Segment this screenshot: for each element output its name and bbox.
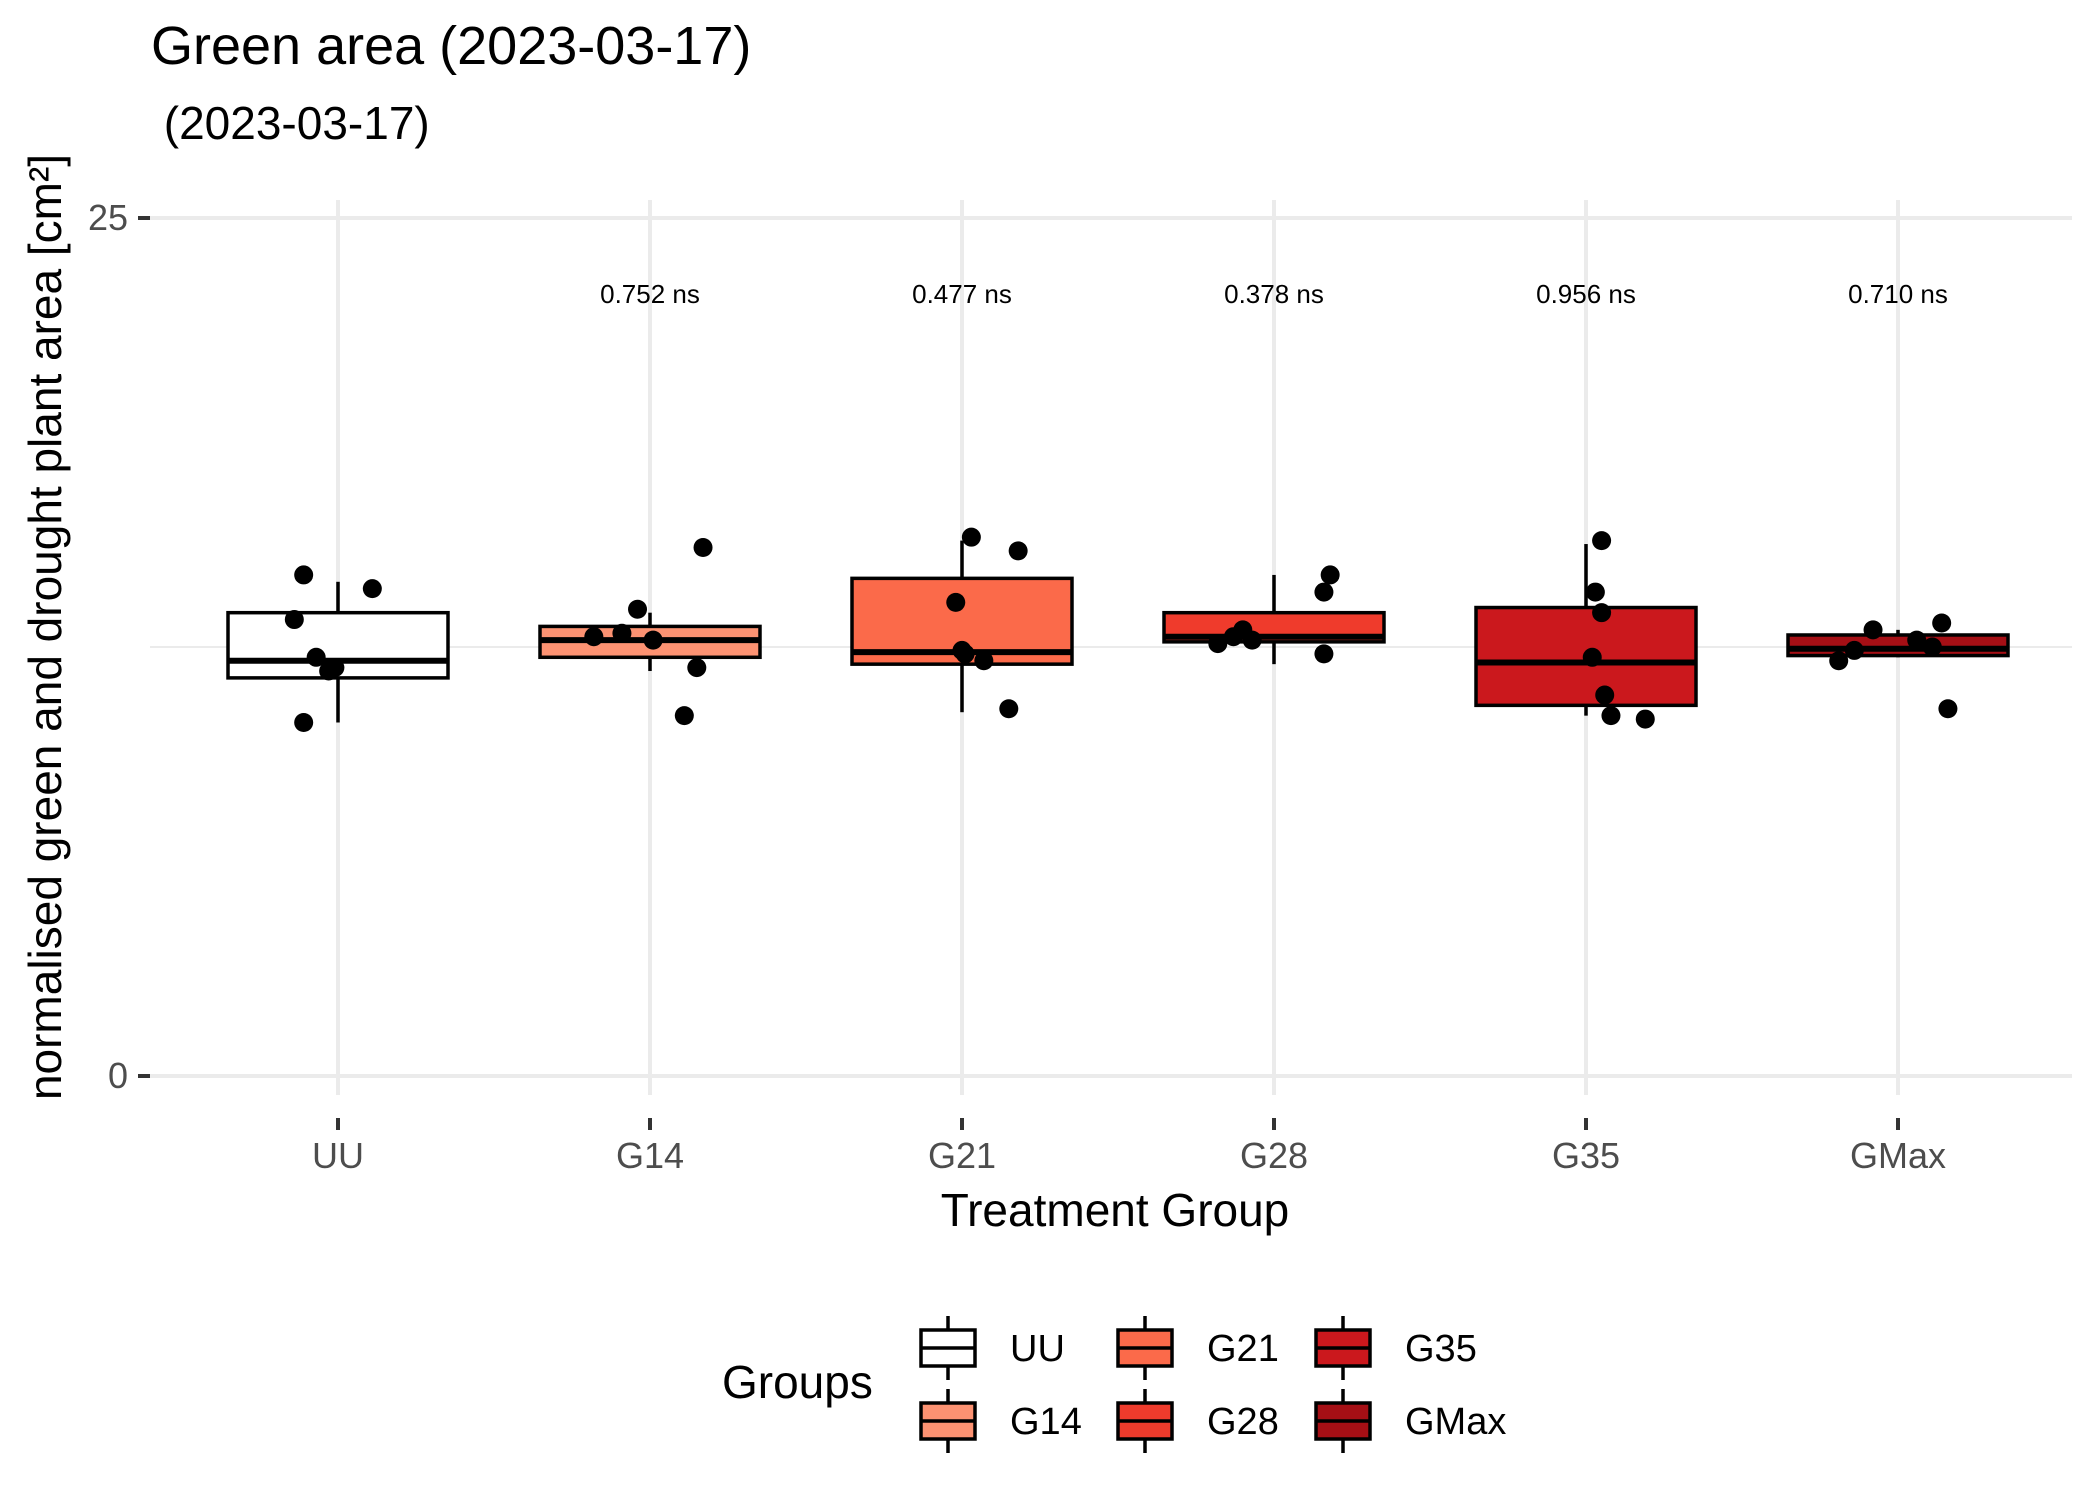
- data-point: [1320, 565, 1340, 585]
- pvalue-label: 0.378 ns: [1224, 279, 1324, 309]
- data-point: [1601, 706, 1621, 726]
- data-point: [1582, 647, 1602, 667]
- data-point: [687, 658, 707, 678]
- data-point: [674, 706, 694, 726]
- legend-label: G28: [1207, 1401, 1279, 1443]
- box-g21: [850, 540, 1074, 713]
- data-point: [294, 713, 314, 733]
- data-point: [946, 592, 966, 612]
- legend-item-g28: G28: [1116, 1389, 1279, 1453]
- legend-item-g35: G35: [1314, 1316, 1477, 1380]
- legend-title: Groups: [722, 1356, 873, 1408]
- legend-item-uu: UU: [919, 1316, 1065, 1380]
- box-g28: [1162, 574, 1386, 665]
- data-point: [628, 599, 648, 619]
- legend-label: G21: [1207, 1328, 1279, 1370]
- chart-title: Green area (2023-03-17): [151, 16, 751, 76]
- data-point: [362, 579, 382, 599]
- data-point: [1907, 630, 1927, 650]
- legend-item-gmax: GMax: [1314, 1389, 1506, 1453]
- box-g35: [1474, 544, 1698, 716]
- data-point: [1592, 603, 1612, 623]
- pvalue-annotations: 0.752 ns 0.477 ns 0.378 ns 0.956 ns 0.710 ns: [600, 279, 1948, 309]
- data-point: [961, 527, 981, 547]
- legend-item-g14: G14: [919, 1389, 1082, 1453]
- data-point: [584, 627, 604, 647]
- data-point: [955, 644, 975, 664]
- data-point: [1922, 637, 1942, 657]
- data-point: [284, 610, 304, 630]
- data-point: [1208, 634, 1228, 654]
- data-point: [1223, 627, 1243, 647]
- x-tick-label: G14: [616, 1135, 684, 1176]
- data-point: [1635, 709, 1655, 729]
- axes: 0 25 UU G14 G21 G28 G35 GMax: [88, 197, 1946, 1176]
- data-point: [693, 537, 713, 557]
- x-tick-label: G28: [1240, 1135, 1308, 1176]
- data-point: [1585, 582, 1605, 602]
- data-point: [1863, 620, 1883, 640]
- data-point: [1829, 651, 1849, 671]
- x-tick-label: GMax: [1850, 1135, 1946, 1176]
- pvalue-label: 0.710 ns: [1848, 279, 1948, 309]
- point-layer: [284, 527, 1958, 733]
- pvalue-label: 0.956 ns: [1536, 279, 1636, 309]
- data-point: [306, 647, 326, 667]
- data-point: [1592, 531, 1612, 551]
- legend-label: GMax: [1405, 1401, 1506, 1443]
- data-point: [974, 651, 994, 671]
- data-point: [643, 630, 663, 650]
- data-point: [1844, 640, 1864, 660]
- data-point: [1595, 685, 1615, 705]
- pvalue-label: 0.477 ns: [912, 279, 1012, 309]
- chart-subtitle: (2023-03-17): [151, 97, 430, 149]
- x-axis-title: Treatment Group: [941, 1184, 1290, 1236]
- box-body: [1786, 633, 2010, 658]
- data-point: [1242, 630, 1262, 650]
- data-point: [1932, 613, 1952, 633]
- y-tick-label: 25: [88, 197, 128, 238]
- data-point: [294, 565, 314, 585]
- legend-label: G35: [1405, 1328, 1477, 1370]
- data-point: [999, 699, 1019, 719]
- x-tick-label: UU: [312, 1135, 364, 1176]
- data-point: [1314, 582, 1334, 602]
- data-point: [325, 658, 345, 678]
- pvalue-label: 0.752 ns: [600, 279, 700, 309]
- legend: Groups UU G14 G21 G28 G35 GMax: [722, 1316, 1506, 1453]
- legend-label: G14: [1010, 1401, 1082, 1443]
- y-tick-label: 0: [108, 1055, 128, 1096]
- data-point: [1938, 699, 1958, 719]
- legend-item-g21: G21: [1116, 1316, 1279, 1380]
- box-gmax: [1786, 629, 2010, 658]
- legend-label: UU: [1010, 1328, 1065, 1370]
- box-layer: [226, 540, 2010, 723]
- x-tick-label: G21: [928, 1135, 996, 1176]
- box-uu: [226, 581, 450, 723]
- x-tick-label: G35: [1552, 1135, 1620, 1176]
- y-axis-title: normalised green and drought plant area …: [19, 154, 71, 1100]
- data-point: [1314, 644, 1334, 664]
- data-point: [612, 623, 632, 643]
- data-point: [1008, 541, 1028, 561]
